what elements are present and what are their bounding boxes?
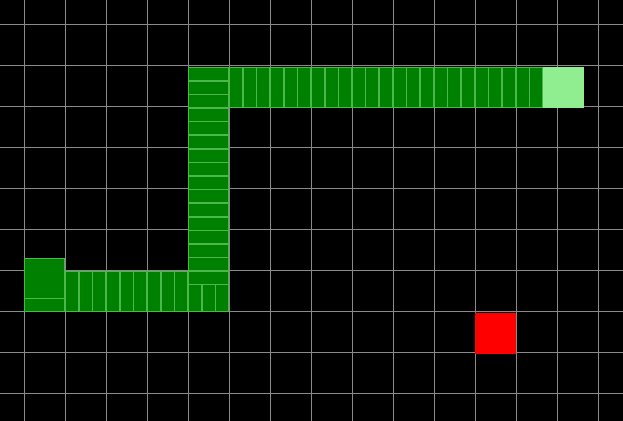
- grid-line-horizontal: [0, 229, 623, 230]
- grid-line-vertical: [393, 0, 394, 421]
- snake-body-segment: [256, 67, 270, 108]
- grid-line-vertical: [106, 0, 107, 421]
- snake-body-segment: [311, 67, 325, 108]
- snake-body-segment: [270, 67, 284, 108]
- snake-body-segment: [516, 67, 530, 108]
- grid-line-horizontal: [0, 270, 623, 271]
- snake-body-segment: [188, 81, 229, 95]
- snake-body-segment: [188, 94, 229, 108]
- grid-line-vertical: [516, 0, 517, 421]
- snake-body-segment: [65, 271, 79, 312]
- snake-body-segment: [434, 67, 448, 108]
- snake-body-segment: [284, 67, 298, 108]
- snake-body-segment: [161, 271, 175, 312]
- snake-body-segment: [106, 271, 120, 312]
- grid-line-horizontal: [0, 147, 623, 148]
- snake-body-segment: [92, 271, 106, 312]
- snake-body-segment: [475, 67, 489, 108]
- snake-body-segment: [297, 67, 311, 108]
- grid-line-vertical: [352, 0, 353, 421]
- snake-body-segment: [188, 67, 229, 81]
- grid-line-horizontal: [0, 65, 623, 66]
- snake-body-segment: [188, 244, 229, 258]
- grid-line-vertical: [311, 0, 312, 421]
- grid-line-horizontal: [0, 311, 623, 312]
- snake-body-segment: [325, 67, 339, 108]
- snake-body-segment: [461, 67, 475, 108]
- snake-body-segment: [79, 271, 93, 312]
- grid-line-horizontal: [0, 188, 623, 189]
- grid-line-horizontal: [0, 24, 623, 25]
- snake-body-segment: [188, 230, 229, 244]
- snake-body-segment: [379, 67, 393, 108]
- snake-body-segment: [174, 271, 188, 312]
- snake-body-segment: [188, 271, 229, 285]
- apple-block-icon: [475, 313, 516, 354]
- snake-body-segment: [188, 257, 229, 271]
- grid-line-horizontal: [0, 352, 623, 353]
- snake-body-segment: [420, 67, 434, 108]
- snake-body-segment: [188, 162, 229, 176]
- snake-body-segment: [188, 108, 229, 122]
- snake-body-segment: [188, 149, 229, 163]
- snake-body-segment: [393, 67, 407, 108]
- grid-line-vertical: [475, 0, 476, 421]
- snake-body-segment: [502, 67, 516, 108]
- snake-tail: [24, 258, 65, 312]
- snake-body-segment: [188, 203, 229, 217]
- grid-line-vertical: [24, 0, 25, 421]
- snake-body-segment: [352, 67, 366, 108]
- snake-body-segment: [338, 67, 352, 108]
- grid-line-vertical: [147, 0, 148, 421]
- snake-body-segment: [488, 67, 502, 108]
- snake-head: [543, 67, 584, 108]
- snake-tail-divider: [24, 298, 65, 299]
- grid-line-vertical: [434, 0, 435, 421]
- snake-body-segment: [188, 189, 229, 203]
- snake-body-segment: [529, 67, 543, 108]
- snake-body-segment: [365, 67, 379, 108]
- snake-body-segment: [447, 67, 461, 108]
- grid-line-vertical: [270, 0, 271, 421]
- grid-line-vertical: [557, 0, 558, 421]
- grid-line-vertical: [65, 0, 66, 421]
- snake-body-segment: [188, 135, 229, 149]
- snake-body-segment: [188, 217, 229, 231]
- snake-body-segment: [188, 176, 229, 190]
- snake-body-segment: [243, 67, 257, 108]
- snake-body-segment: [120, 271, 134, 312]
- grid-line-vertical: [598, 0, 599, 421]
- snake-body-segment: [133, 271, 147, 312]
- snake-body-segment: [188, 121, 229, 135]
- grid-line-vertical: [229, 0, 230, 421]
- snake-body-segment: [229, 67, 243, 108]
- snake-body-segment: [406, 67, 420, 108]
- snake-body-segment: [147, 271, 161, 312]
- grid-line-horizontal: [0, 393, 623, 394]
